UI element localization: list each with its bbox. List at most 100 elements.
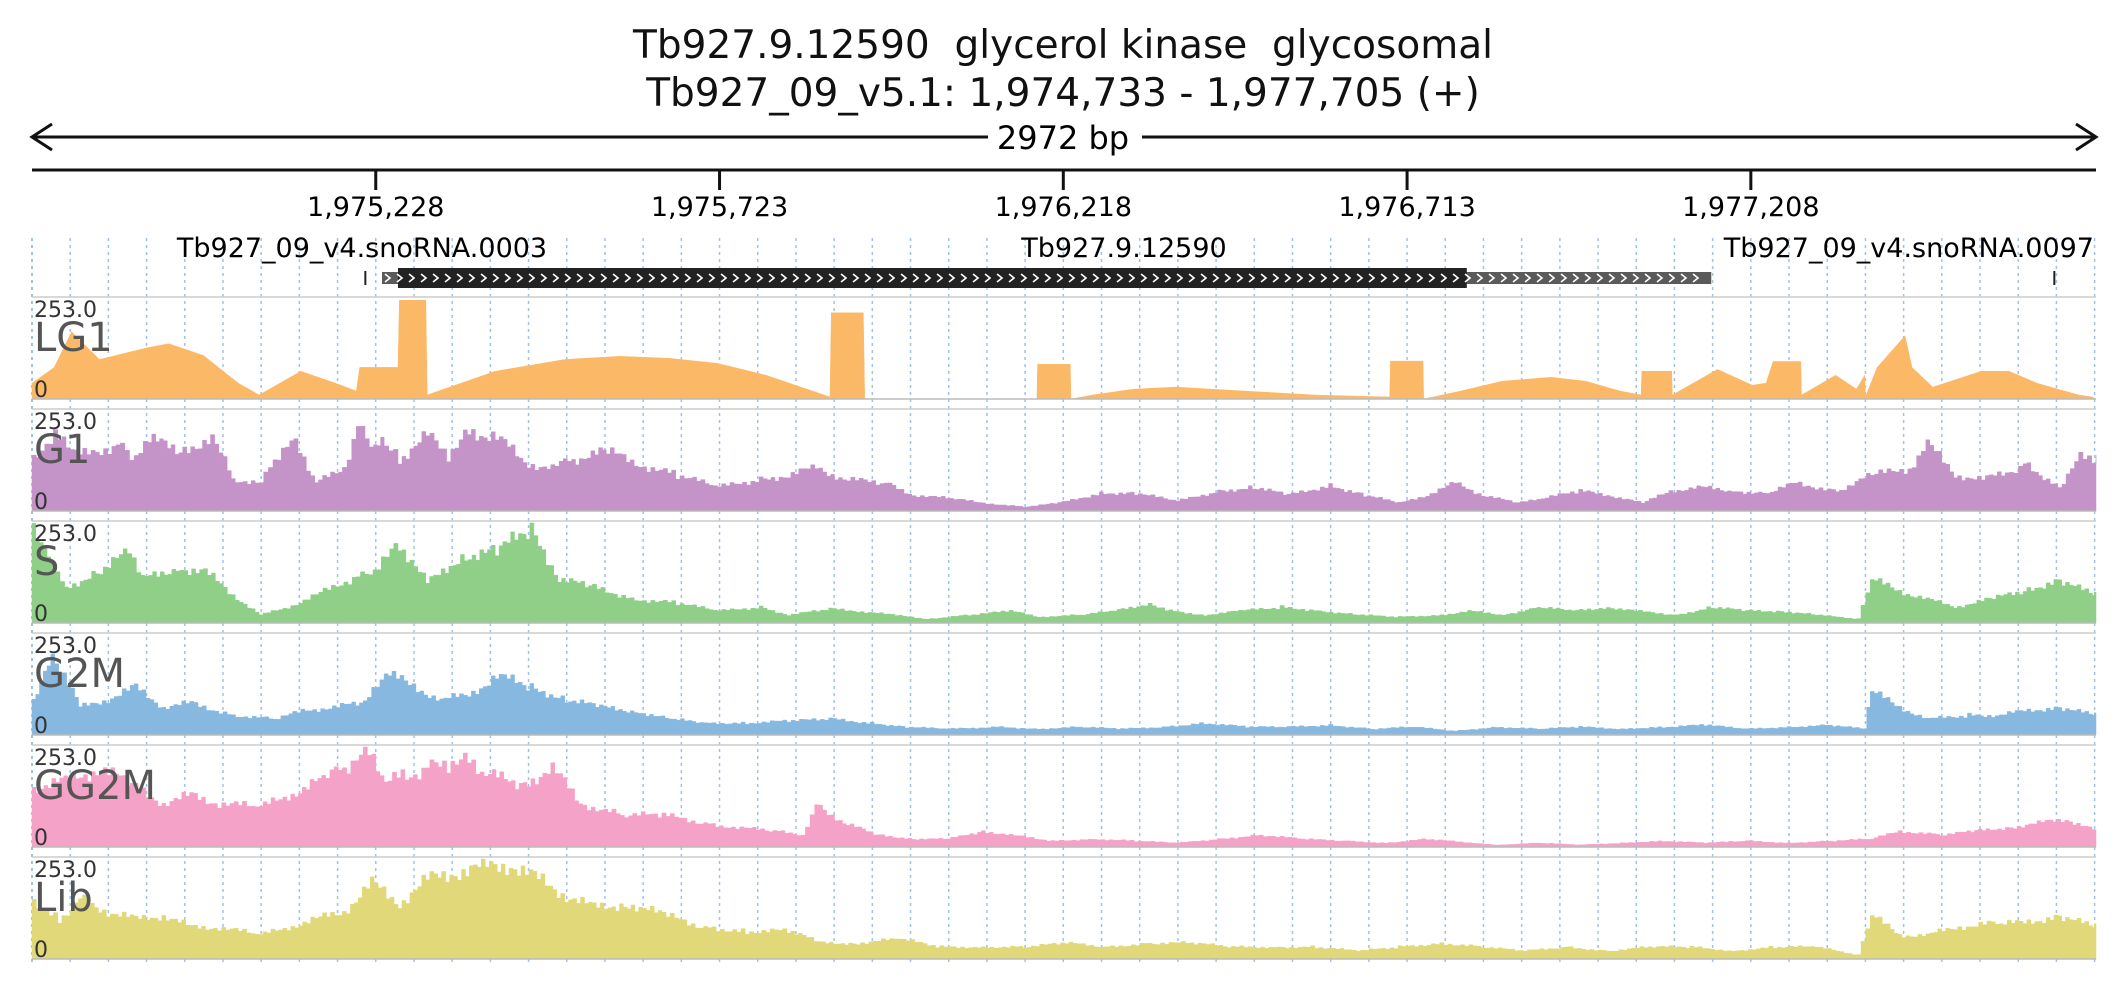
strand-chevron-icon — [1452, 273, 1460, 283]
strand-chevron-icon — [696, 273, 704, 283]
strand-chevron-icon — [1692, 273, 1700, 283]
track-s: 253.0 0 S — [31, 520, 2097, 627]
strand-chevron-icon — [1272, 273, 1280, 283]
strand-chevron-icon — [612, 273, 620, 283]
strand-chevron-icon — [792, 273, 800, 283]
feature-label: Tb927.9.12590 — [1020, 233, 1226, 264]
strand-chevron-icon — [408, 273, 416, 283]
strand-chevron-icon — [1596, 273, 1604, 283]
strand-chevron-icon — [852, 273, 860, 283]
strand-chevron-icon — [1164, 273, 1172, 283]
strand-chevron-icon — [1308, 273, 1316, 283]
strand-chevron-icon — [1224, 273, 1232, 283]
feature-label: Tb927_09_v4.snoRNA.0097 — [1723, 233, 2094, 264]
strand-chevron-icon — [528, 273, 536, 283]
strand-chevron-icon — [888, 273, 896, 283]
strand-chevron-icon — [1536, 273, 1544, 283]
strand-chevron-icon — [864, 273, 872, 283]
strand-chevron-icon — [444, 273, 452, 283]
coverage-area-s — [31, 522, 2097, 624]
strand-chevron-icon — [516, 273, 524, 283]
strand-chevron-icon — [912, 273, 920, 283]
track-name-label: G2M — [34, 651, 125, 697]
strand-chevron-icon — [1092, 273, 1100, 283]
strand-chevron-icon — [1356, 273, 1364, 283]
strand-chevron-icon — [1524, 273, 1532, 283]
strand-chevron-icon — [432, 273, 440, 283]
strand-chevron-icon — [1392, 273, 1400, 283]
feature-track: Tb927_09_v4.snoRNA.0003 Tb927.9.12590 Tb92… — [176, 233, 2094, 288]
track-scale-min: 0 — [34, 826, 48, 851]
strand-chevron-icon — [600, 273, 608, 283]
strand-chevron-icon — [552, 273, 560, 283]
strand-chevron-icon — [396, 273, 404, 283]
track-lg1: 253.0 0 LG1 — [31, 296, 2097, 403]
coordinate-tick-label: 1,975,723 — [651, 192, 788, 223]
strand-chevron-icon — [1404, 273, 1412, 283]
strand-chevron-icon — [1608, 273, 1616, 283]
coverage-area-lg1 — [31, 299, 2097, 400]
track-scale-min: 0 — [34, 378, 48, 403]
coverage-area-g2m — [31, 654, 2097, 736]
track-lib: 253.0 0 Lib — [31, 856, 2097, 963]
strand-chevron-icon — [984, 273, 992, 283]
strand-chevron-icon — [996, 273, 1004, 283]
strand-chevron-icon — [1548, 273, 1556, 283]
strand-chevron-icon — [1104, 273, 1112, 283]
strand-chevron-icon — [468, 273, 476, 283]
strand-chevron-icon — [1440, 273, 1448, 283]
strand-chevron-icon — [1416, 273, 1424, 283]
strand-chevron-icon — [1380, 273, 1388, 283]
strand-chevron-icon — [540, 273, 548, 283]
strand-chevron-icon — [924, 273, 932, 283]
strand-chevron-icon — [1320, 273, 1328, 283]
strand-chevron-icon — [828, 273, 836, 283]
strand-chevron-icon — [1044, 273, 1052, 283]
strand-chevron-icon — [804, 273, 812, 283]
strand-chevron-icon — [1680, 273, 1688, 283]
track-scale-max: 253.0 — [34, 298, 97, 323]
track-scale-min: 0 — [34, 938, 48, 963]
track-scale-min: 0 — [34, 602, 48, 627]
strand-chevron-icon — [1176, 273, 1184, 283]
strand-chevron-icon — [1428, 273, 1436, 283]
strand-chevron-icon — [564, 273, 572, 283]
strand-chevron-icon — [1128, 273, 1136, 283]
strand-chevron-icon — [780, 273, 788, 283]
strand-chevron-icon — [684, 273, 692, 283]
strand-chevron-icon — [1032, 273, 1040, 283]
track-scale-min: 0 — [34, 714, 48, 739]
strand-chevron-icon — [1140, 273, 1148, 283]
arrow-left-icon — [29, 122, 53, 152]
strand-chevron-icon — [1644, 273, 1652, 283]
strand-chevron-icon — [972, 273, 980, 283]
coordinate-ticks: 1,975,228 1,975,723 1,976,218 1,976,713 1,97… — [307, 170, 1820, 223]
track-scale-max: 253.0 — [34, 746, 97, 771]
span-arrow: 2972 bp — [29, 119, 2099, 157]
strand-chevron-icon — [768, 273, 776, 283]
arrow-right-icon — [2075, 122, 2099, 152]
coverage-area-gg2m — [31, 746, 2097, 848]
coverage-area-lib — [31, 858, 2097, 960]
chart-subtitle-locus: Tb927_09_v5.1: 1,974,733 - 1,977,705 (+) — [646, 71, 1480, 116]
strand-chevron-icon — [1236, 273, 1244, 283]
strand-chevron-icon — [624, 273, 632, 283]
gene-cds-bar[interactable] — [397, 268, 1467, 288]
coverage-area-g1 — [31, 425, 2097, 512]
strand-chevron-icon — [1632, 273, 1640, 283]
strand-chevron-icon — [744, 273, 752, 283]
feature-label: Tb927_09_v4.snoRNA.0003 — [176, 233, 547, 264]
track-g2m: 253.0 0 G2M — [31, 632, 2097, 739]
track-scale-min: 0 — [34, 490, 48, 515]
strand-chevron-icon — [1476, 273, 1484, 283]
coordinate-tick-label: 1,976,713 — [1338, 192, 1475, 223]
strand-chevron-icon — [936, 273, 944, 283]
strand-chevron-icon — [1200, 273, 1208, 283]
track-gg2m: 253.0 0 GG2M — [31, 744, 2097, 851]
strand-chevron-icon — [456, 273, 464, 283]
strand-chevron-icon — [1572, 273, 1580, 283]
strand-chevron-icon — [648, 273, 656, 283]
track-name-label: GG2M — [34, 763, 156, 809]
strand-chevron-icon — [1260, 273, 1268, 283]
